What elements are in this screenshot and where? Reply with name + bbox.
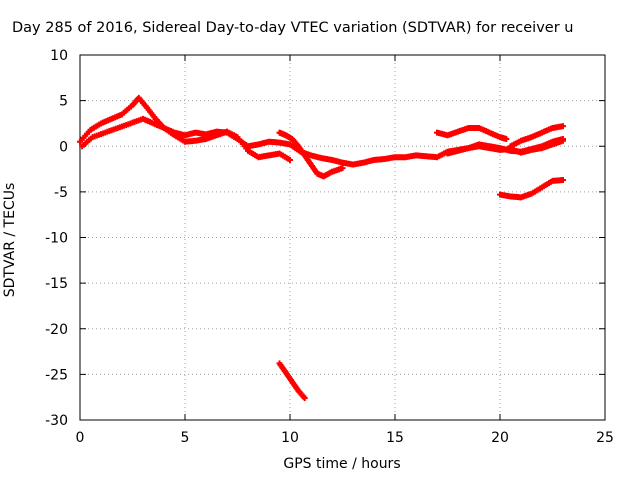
- y-tick-label: 5: [59, 94, 68, 110]
- data-series-5: [444, 135, 566, 157]
- axes: [79, 54, 606, 421]
- data-point: [503, 135, 510, 142]
- data-series-3: [276, 129, 346, 180]
- y-tick-label: -25: [45, 367, 68, 383]
- x-ticks: 0 5 10 15 20 25: [76, 55, 614, 446]
- data-series-2: [79, 115, 293, 163]
- data-series-7: [497, 177, 566, 201]
- data-point: [301, 395, 308, 402]
- y-tick-label: -20: [45, 322, 68, 338]
- data-point: [560, 123, 566, 130]
- y-tick-label: -10: [45, 231, 68, 247]
- plot-frame: [79, 54, 606, 421]
- x-tick-label: 15: [386, 430, 404, 446]
- y-tick-label: -15: [45, 276, 68, 292]
- x-tick-label: 10: [281, 430, 299, 446]
- y-tick-label: 10: [50, 48, 68, 64]
- data-point: [287, 156, 293, 163]
- data-series-4: [434, 125, 510, 142]
- data-points: [77, 94, 566, 402]
- y-tick-label: 0: [59, 139, 68, 155]
- data-point: [560, 135, 566, 142]
- x-tick-label: 25: [596, 430, 614, 446]
- x-tick-label: 20: [491, 430, 509, 446]
- y-axis-label: SDTVAR / TECUs: [2, 182, 18, 298]
- data-series-6: [507, 123, 566, 150]
- y-tick-label: -30: [45, 413, 68, 429]
- data-series-8: [276, 360, 308, 402]
- x-tick-label: 0: [76, 430, 85, 446]
- data-point: [339, 165, 346, 172]
- data-point: [560, 177, 566, 184]
- chart-title: Day 285 of 2016, Sidereal Day-to-day VTE…: [12, 20, 574, 36]
- y-tick-label: -5: [54, 185, 68, 201]
- y-ticks: 10 5 0 -5 -10 -15 -20 -25 -30: [45, 48, 605, 429]
- grid-lines: [80, 55, 605, 420]
- x-tick-label: 5: [181, 430, 190, 446]
- x-axis-label: GPS time / hours: [283, 456, 401, 472]
